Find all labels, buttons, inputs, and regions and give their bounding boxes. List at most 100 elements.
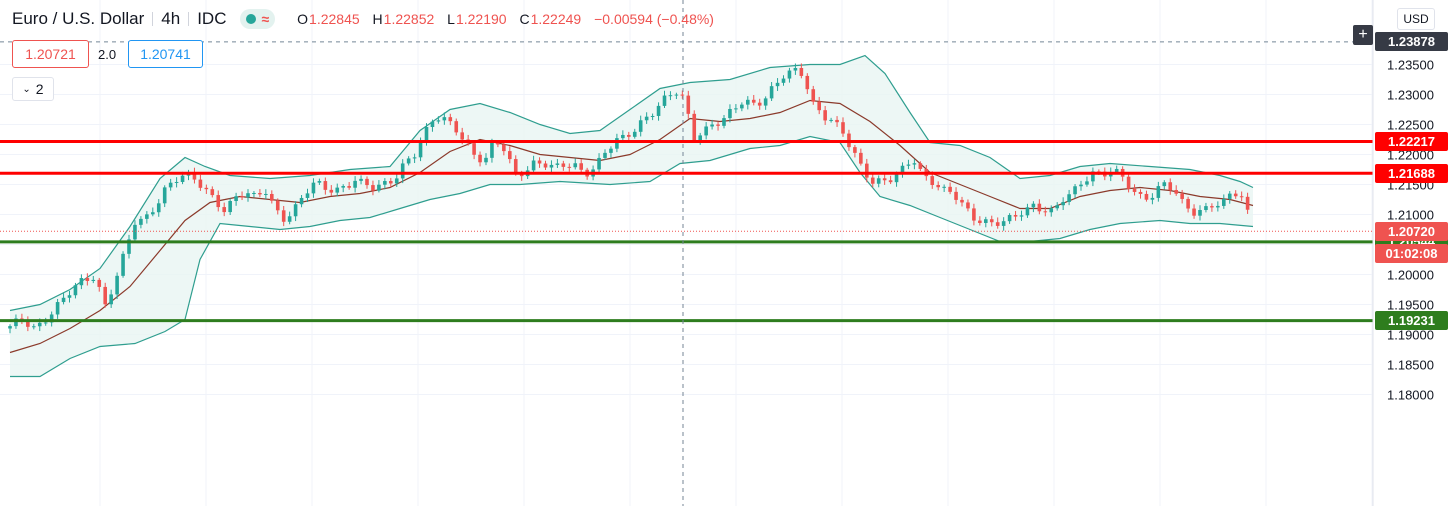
- candle-body: [942, 186, 946, 188]
- candle-body: [400, 163, 405, 179]
- candle-body: [210, 189, 215, 196]
- symbol-title[interactable]: Euro / U.S. Dollar: [12, 9, 145, 28]
- candle-body: [930, 176, 935, 185]
- support-level-tag[interactable]: 1.19231: [1375, 311, 1448, 331]
- candle-body: [287, 216, 292, 222]
- candle-body: [1025, 207, 1030, 216]
- candle-body: [97, 279, 102, 287]
- candle-body: [775, 82, 780, 87]
- sell-button[interactable]: 1.20721: [12, 40, 89, 68]
- candle-body: [156, 203, 161, 213]
- candle-body: [234, 196, 238, 202]
- candle-body: [936, 184, 940, 188]
- candle-body: [960, 199, 964, 203]
- candle-body: [281, 210, 286, 222]
- candle-body: [835, 119, 839, 123]
- candle-body: [573, 163, 578, 168]
- candle-body: [311, 182, 316, 194]
- candle-body: [115, 275, 119, 295]
- candle-body: [43, 322, 48, 324]
- candle-body: [662, 95, 667, 106]
- candle-body: [716, 124, 720, 126]
- candle-body: [1180, 193, 1184, 199]
- candle-body: [1144, 193, 1149, 200]
- current-price-tag[interactable]: 1.20720: [1375, 221, 1448, 241]
- candle-body: [1239, 196, 1244, 198]
- candle-body: [781, 78, 786, 83]
- interval-label[interactable]: 4h: [161, 9, 181, 28]
- candle-body: [275, 200, 280, 211]
- close-label: C: [519, 11, 530, 27]
- candle-body: [817, 101, 821, 111]
- candle-body: [270, 193, 274, 201]
- candle-body: [531, 160, 536, 171]
- currency-button[interactable]: USD: [1397, 8, 1435, 30]
- candle-body: [490, 143, 494, 158]
- candle-body: [1079, 184, 1083, 187]
- candle-body: [103, 286, 107, 305]
- candle-body: [502, 144, 506, 152]
- candle-body: [139, 218, 143, 225]
- candle-body: [1156, 186, 1161, 198]
- header-separator: [152, 12, 154, 26]
- candle-body: [865, 163, 869, 178]
- candle-body: [168, 182, 173, 188]
- indicators-collapse-button[interactable]: ⌄ 2: [12, 77, 54, 101]
- candle-body: [496, 143, 500, 145]
- candle-body: [650, 115, 655, 117]
- candle-body: [1049, 208, 1054, 213]
- candle-body: [811, 89, 816, 102]
- candle-body: [1114, 168, 1119, 173]
- low-label: L: [447, 11, 455, 27]
- candle-body: [454, 121, 459, 133]
- candle-body: [1132, 188, 1137, 192]
- candle-body: [823, 110, 827, 121]
- candle-body: [537, 160, 542, 164]
- horizontal-levels[interactable]: [0, 0, 1373, 506]
- candle-body: [746, 99, 750, 105]
- candle-body: [597, 157, 601, 170]
- candle-body: [644, 116, 649, 121]
- crosshair-price-tag[interactable]: 1.23878: [1375, 32, 1448, 52]
- candle-body: [1138, 191, 1143, 194]
- candle-body: [216, 195, 221, 208]
- candle-body: [853, 147, 857, 153]
- candle-body: [14, 318, 18, 327]
- price-tick-label: 1.23000: [1387, 88, 1434, 103]
- candle-body: [1222, 198, 1226, 206]
- candle-body: [799, 68, 804, 76]
- candle-body: [805, 75, 810, 90]
- candle-body: [603, 152, 607, 158]
- indicator-status-pill[interactable]: ≈: [240, 9, 276, 29]
- candle-body: [710, 124, 714, 127]
- price-tick-label: 1.18000: [1387, 388, 1434, 403]
- candle-body: [627, 134, 631, 137]
- close-value: 1.22249: [530, 11, 582, 27]
- candle-body: [1162, 182, 1167, 187]
- change-value: −0.00594 (−0.48%): [594, 11, 714, 27]
- candle-body: [228, 201, 232, 213]
- bar-countdown-tag[interactable]: 01:02:08: [1375, 243, 1448, 263]
- candle-body: [615, 138, 619, 149]
- candle-body: [299, 197, 304, 205]
- resistance-level-tag[interactable]: 1.21688: [1375, 163, 1448, 183]
- candle-body: [698, 135, 702, 141]
- resistance-level-tag[interactable]: 1.22217: [1375, 131, 1448, 151]
- spread-label: 2.0: [98, 47, 117, 62]
- candle-body: [918, 163, 923, 169]
- candle-body: [793, 68, 798, 71]
- candle-body: [579, 163, 583, 170]
- candle-body: [674, 94, 679, 96]
- candle-body: [621, 134, 625, 139]
- candle-body: [436, 120, 441, 122]
- candle-body: [305, 193, 310, 198]
- candle-body: [668, 95, 673, 97]
- candle-body: [79, 278, 84, 286]
- buy-button[interactable]: 1.20741: [128, 40, 203, 68]
- candle-body: [91, 279, 96, 281]
- candle-body: [1204, 206, 1208, 210]
- candle-body: [722, 118, 726, 126]
- crosshair-add-icon[interactable]: +: [1353, 25, 1373, 45]
- price-tick-label: 1.21000: [1387, 208, 1434, 223]
